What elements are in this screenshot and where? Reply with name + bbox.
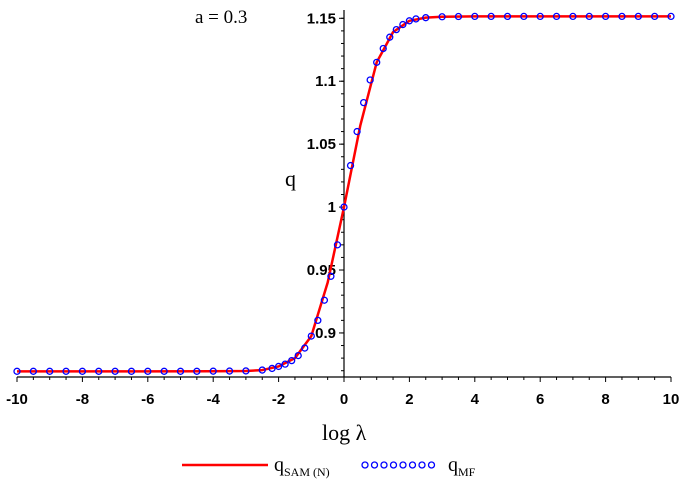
data-point-mf bbox=[46, 367, 54, 375]
legend-label-sam-sub: SAM (N) bbox=[284, 465, 330, 479]
data-point-mf bbox=[651, 12, 659, 21]
data-point-mf bbox=[314, 316, 322, 325]
data-point-mf bbox=[294, 351, 302, 360]
legend: qSAM (N) qMF bbox=[182, 454, 476, 479]
data-point-mf bbox=[225, 367, 234, 375]
legend-swatch-marker bbox=[380, 461, 388, 469]
data-point-mf bbox=[366, 76, 374, 84]
data-point-mf bbox=[569, 12, 577, 21]
legend-swatch-marker bbox=[361, 461, 369, 469]
x-tick-label: 8 bbox=[601, 391, 609, 408]
legend-swatch-marker bbox=[427, 461, 436, 469]
data-point-mf bbox=[471, 12, 479, 21]
legend-swatch-markers bbox=[361, 461, 436, 469]
data-point-mf bbox=[438, 13, 446, 21]
data-point-mf bbox=[193, 367, 201, 375]
data-point-mf bbox=[281, 360, 289, 368]
y-tick-label: 1.15 bbox=[307, 10, 336, 27]
data-point-mf bbox=[487, 12, 495, 21]
legend-label-mf-main: q bbox=[448, 454, 458, 476]
data-point-mf bbox=[412, 15, 420, 23]
legend-label-sam: qSAM (N) bbox=[274, 454, 330, 479]
data-point-mf bbox=[422, 14, 430, 22]
data-point-mf bbox=[209, 367, 217, 375]
x-tick-label: 0 bbox=[340, 391, 348, 408]
data-point-mf bbox=[274, 362, 283, 371]
data-point-mf bbox=[353, 127, 361, 136]
data-point-mf bbox=[176, 367, 185, 375]
data-point-mf bbox=[601, 12, 610, 21]
data-point-mf bbox=[78, 367, 87, 375]
data-point-mf bbox=[340, 203, 348, 211]
legend-label-sam-main: q bbox=[274, 454, 284, 476]
x-tick-label: -6 bbox=[141, 391, 154, 408]
data-point-mf bbox=[520, 12, 528, 21]
data-point-mf bbox=[667, 12, 675, 21]
y-tick-label: 1.1 bbox=[315, 73, 336, 90]
y-axis-label: q bbox=[285, 166, 296, 191]
legend-swatch-marker bbox=[418, 461, 426, 469]
series-markers-group bbox=[13, 12, 675, 375]
data-point-mf bbox=[320, 296, 329, 304]
data-point-mf bbox=[95, 367, 103, 375]
axes bbox=[17, 10, 671, 378]
data-point-mf bbox=[160, 367, 168, 375]
data-point-mf bbox=[127, 367, 136, 375]
data-point-mf bbox=[618, 12, 626, 21]
data-point-mf bbox=[307, 332, 315, 340]
data-point-mf bbox=[333, 241, 342, 249]
data-point-mf bbox=[144, 367, 152, 375]
data-point-mf bbox=[399, 20, 407, 29]
data-point-mf bbox=[634, 12, 642, 21]
x-axis-label: log λ bbox=[322, 420, 367, 445]
y-tick-label: 0.9 bbox=[315, 325, 336, 342]
data-point-mf bbox=[258, 366, 266, 374]
y-tick-label: 1 bbox=[328, 199, 336, 216]
data-point-mf bbox=[13, 367, 21, 375]
x-tick-label: -8 bbox=[76, 391, 89, 408]
x-tick-label: -4 bbox=[207, 391, 221, 408]
data-point-mf bbox=[379, 44, 387, 53]
data-point-mf bbox=[373, 58, 381, 66]
x-tick-label: 10 bbox=[663, 391, 680, 408]
data-point-mf bbox=[536, 12, 544, 21]
data-point-mf bbox=[585, 12, 593, 21]
legend-swatch-marker bbox=[408, 461, 417, 469]
series-line-group bbox=[17, 15, 671, 373]
data-point-mf bbox=[62, 367, 70, 375]
data-point-mf bbox=[301, 344, 309, 352]
x-tick-label: 4 bbox=[471, 391, 480, 408]
legend-label-mf-sub: MF bbox=[458, 465, 476, 479]
x-tick-label: 6 bbox=[536, 391, 544, 408]
x-ticks: -10 -8 -6 -4 -2 0 2 4 6 8 10 bbox=[6, 377, 679, 408]
data-point-mf bbox=[359, 98, 368, 107]
data-point-mf bbox=[503, 12, 512, 21]
legend-swatch-marker bbox=[399, 461, 407, 469]
data-point-mf bbox=[111, 367, 119, 375]
data-point-mf bbox=[386, 33, 394, 41]
series-line-sam bbox=[17, 15, 671, 373]
x-tick-label: -2 bbox=[272, 391, 285, 408]
annotation: a = 0.3 bbox=[195, 7, 247, 28]
data-point-mf bbox=[454, 12, 463, 21]
data-point-mf bbox=[29, 367, 37, 375]
data-point-mf bbox=[288, 356, 296, 365]
data-point-mf bbox=[268, 364, 276, 373]
x-tick-label: -10 bbox=[6, 391, 28, 408]
legend-swatch-marker bbox=[370, 461, 379, 469]
legend-swatch-marker bbox=[389, 461, 398, 469]
data-point-mf bbox=[327, 272, 335, 280]
legend-label-mf: qMF bbox=[448, 454, 476, 479]
x-tick-label: 2 bbox=[405, 391, 413, 408]
data-point-mf bbox=[242, 367, 250, 375]
data-point-mf bbox=[552, 12, 561, 21]
data-point-mf bbox=[405, 17, 414, 25]
data-point-mf bbox=[392, 25, 400, 34]
data-point-mf bbox=[346, 161, 355, 170]
y-tick-label: 1.05 bbox=[307, 136, 336, 153]
